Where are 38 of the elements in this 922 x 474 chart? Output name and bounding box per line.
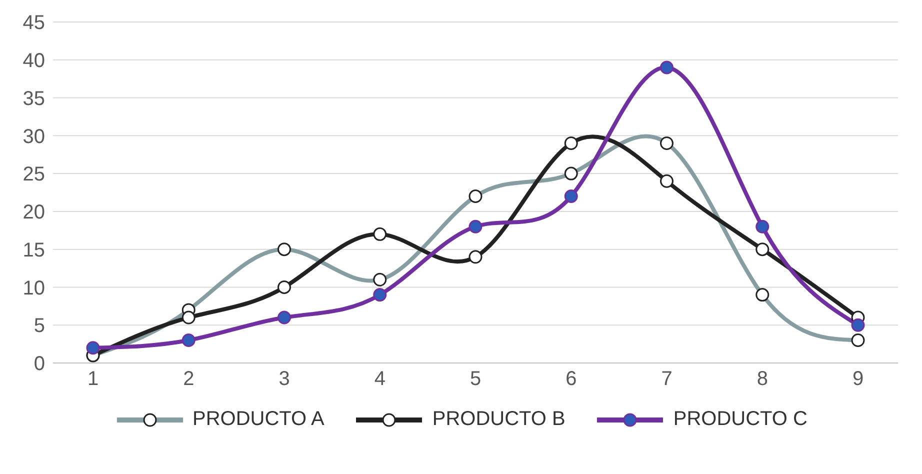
y-tick-label: 35: [22, 88, 45, 110]
x-tick-label: 2: [183, 368, 194, 390]
point: [182, 334, 196, 348]
y-tick-label: 5: [34, 315, 45, 338]
point: [756, 242, 770, 256]
legend-label: PRODUCTO B: [432, 408, 566, 431]
x-tick-label: 7: [661, 368, 672, 390]
point: [660, 60, 674, 74]
y-tick-label: 40: [22, 50, 45, 72]
y-tick-label: 25: [22, 164, 45, 186]
legend-label: PRODUCTO C: [673, 408, 808, 431]
y-tick-label: 20: [22, 202, 45, 224]
point: [278, 310, 291, 324]
point: [660, 174, 674, 188]
x-tick-label: 3: [278, 368, 290, 390]
x-tick-label: 6: [566, 368, 577, 390]
y-tick-label: 15: [22, 239, 45, 262]
x-tick-label: 9: [852, 368, 864, 390]
point: [756, 220, 770, 234]
point: [468, 250, 482, 264]
point: [373, 227, 387, 241]
x-tick-label: 8: [756, 368, 768, 390]
x-tick-label: 5: [470, 368, 482, 390]
y-tick-label: 10: [22, 277, 45, 300]
y-tick-label: 0: [34, 353, 45, 376]
y-tick-label: 45: [22, 12, 45, 34]
point: [468, 220, 482, 234]
legend-label: PRODUCTO A: [192, 408, 324, 431]
point: [182, 310, 196, 324]
point: [564, 190, 578, 204]
x-tick-label: 4: [374, 368, 386, 390]
point: [86, 341, 100, 355]
x-tick-label: 1: [87, 368, 99, 390]
point: [564, 136, 578, 150]
point: [851, 318, 865, 332]
point: [278, 280, 291, 294]
y-tick-label: 30: [22, 126, 45, 148]
point: [373, 288, 387, 302]
